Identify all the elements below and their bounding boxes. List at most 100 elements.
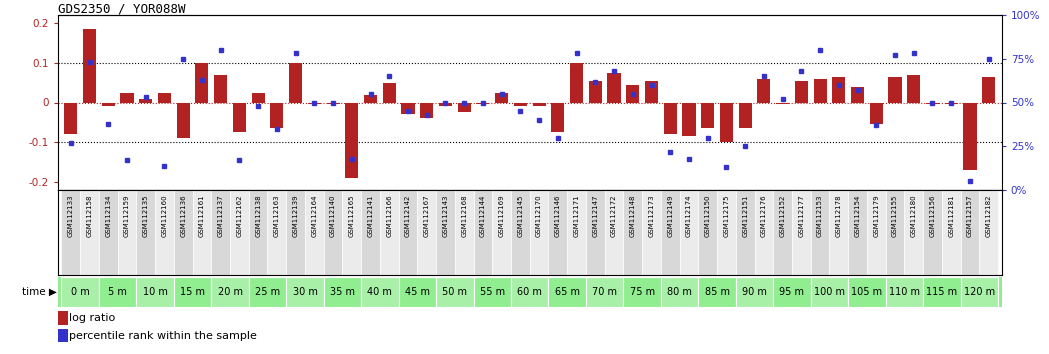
Text: 100 m: 100 m xyxy=(814,287,844,297)
Text: GSM112151: GSM112151 xyxy=(742,194,748,237)
Text: GSM112134: GSM112134 xyxy=(105,194,111,237)
Text: 0 m: 0 m xyxy=(70,287,89,297)
Bar xyxy=(324,277,361,307)
Bar xyxy=(290,63,302,103)
Bar xyxy=(623,190,642,275)
Text: GSM112150: GSM112150 xyxy=(705,194,711,237)
Bar xyxy=(62,190,80,275)
Bar xyxy=(607,73,621,103)
Bar xyxy=(568,190,586,275)
Bar xyxy=(866,190,885,275)
Bar xyxy=(795,81,808,103)
Bar xyxy=(661,190,680,275)
Bar xyxy=(701,103,714,129)
Bar xyxy=(961,190,980,275)
Bar xyxy=(963,103,977,170)
Bar xyxy=(982,77,996,103)
Text: log ratio: log ratio xyxy=(69,313,115,323)
Bar xyxy=(473,277,511,307)
Text: GSM112165: GSM112165 xyxy=(348,194,355,237)
Bar xyxy=(174,190,193,275)
Bar xyxy=(623,277,661,307)
Bar xyxy=(699,190,718,275)
Bar xyxy=(642,190,661,275)
Text: 85 m: 85 m xyxy=(705,287,729,297)
Text: GSM112178: GSM112178 xyxy=(836,194,842,237)
Bar xyxy=(249,190,267,275)
Bar xyxy=(942,190,961,275)
Bar xyxy=(193,190,211,275)
Text: GSM112156: GSM112156 xyxy=(929,194,936,237)
Bar xyxy=(683,103,695,136)
Bar xyxy=(586,190,604,275)
Text: 95 m: 95 m xyxy=(779,287,805,297)
Bar xyxy=(980,190,998,275)
Text: 30 m: 30 m xyxy=(293,287,318,297)
Text: GSM112162: GSM112162 xyxy=(236,194,242,237)
Text: GSM112159: GSM112159 xyxy=(124,194,130,237)
Text: GSM112177: GSM112177 xyxy=(798,194,805,237)
Text: 60 m: 60 m xyxy=(517,287,542,297)
Text: 80 m: 80 m xyxy=(667,287,692,297)
Text: GSM112149: GSM112149 xyxy=(667,194,673,237)
Bar xyxy=(645,81,658,103)
Text: GSM112143: GSM112143 xyxy=(443,194,449,237)
Bar xyxy=(889,77,901,103)
Text: GSM112171: GSM112171 xyxy=(574,194,580,237)
Text: 45 m: 45 m xyxy=(405,287,430,297)
Text: 70 m: 70 m xyxy=(593,287,617,297)
Bar xyxy=(849,190,866,275)
Bar xyxy=(438,103,452,107)
Bar xyxy=(230,190,249,275)
Bar xyxy=(851,87,864,103)
Bar xyxy=(514,103,527,107)
Bar xyxy=(814,79,827,103)
Text: GSM112144: GSM112144 xyxy=(479,194,486,236)
Text: GSM112174: GSM112174 xyxy=(686,194,692,237)
Text: GSM112179: GSM112179 xyxy=(873,194,879,237)
Text: GSM112180: GSM112180 xyxy=(911,194,917,237)
Text: GSM112175: GSM112175 xyxy=(724,194,729,237)
Text: 55 m: 55 m xyxy=(479,287,505,297)
Text: GSM112163: GSM112163 xyxy=(274,194,280,237)
Bar xyxy=(907,75,920,103)
Bar xyxy=(249,277,286,307)
Bar xyxy=(326,103,340,104)
Bar xyxy=(121,92,133,103)
Text: GSM112139: GSM112139 xyxy=(293,194,299,237)
Bar xyxy=(832,77,845,103)
Bar xyxy=(418,190,436,275)
Bar xyxy=(62,277,99,307)
Bar xyxy=(586,277,623,307)
Bar xyxy=(399,190,418,275)
Text: GSM112182: GSM112182 xyxy=(986,194,991,237)
Text: GSM112140: GSM112140 xyxy=(330,194,336,237)
Bar xyxy=(495,92,508,103)
Text: 40 m: 40 m xyxy=(367,287,392,297)
Bar xyxy=(158,92,171,103)
Bar xyxy=(436,277,473,307)
Bar xyxy=(99,190,117,275)
Bar xyxy=(811,190,830,275)
Bar xyxy=(904,190,923,275)
Bar xyxy=(664,103,677,134)
Bar xyxy=(511,190,530,275)
Text: 75 m: 75 m xyxy=(629,287,655,297)
Text: 115 m: 115 m xyxy=(926,287,958,297)
Bar xyxy=(402,103,414,114)
Text: GSM112136: GSM112136 xyxy=(180,194,187,237)
Text: GSM112147: GSM112147 xyxy=(593,194,598,237)
Text: GSM112141: GSM112141 xyxy=(367,194,373,237)
Text: GSM112148: GSM112148 xyxy=(629,194,636,237)
Bar xyxy=(155,190,174,275)
Text: GSM112166: GSM112166 xyxy=(386,194,392,237)
Bar xyxy=(492,190,511,275)
Bar xyxy=(549,190,568,275)
Bar xyxy=(342,190,361,275)
Bar xyxy=(64,103,78,134)
Bar xyxy=(102,103,114,107)
Text: 35 m: 35 m xyxy=(330,287,355,297)
Bar xyxy=(58,329,67,342)
Text: GSM112169: GSM112169 xyxy=(498,194,505,237)
Bar xyxy=(174,277,211,307)
